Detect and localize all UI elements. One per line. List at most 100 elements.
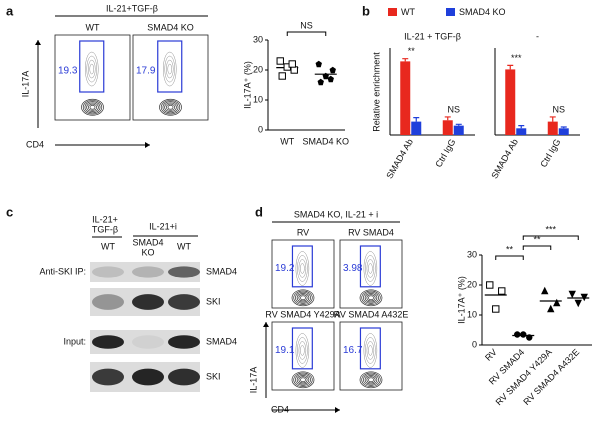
lane-header: TGF-β [92, 224, 118, 234]
arrow-head [145, 142, 150, 148]
y-axis-title: Relative enrichment [371, 52, 381, 132]
bar [453, 125, 464, 135]
gate-percent: 16.7 [343, 345, 363, 356]
arrow-head [35, 40, 41, 45]
gate [79, 40, 105, 93]
point [276, 57, 284, 65]
point [317, 78, 324, 86]
plot-frame [339, 321, 403, 391]
bar [558, 128, 569, 135]
contour [298, 376, 308, 384]
bar [400, 61, 411, 136]
band [168, 294, 200, 310]
point [315, 60, 322, 68]
contour [364, 375, 378, 385]
contour [300, 377, 306, 383]
point [486, 281, 494, 289]
annotation: NS [552, 104, 565, 114]
contour [293, 290, 313, 305]
y-tick-label: 30 [467, 249, 477, 259]
gate-percent: 19.3 [58, 65, 78, 76]
annotation: ** [408, 46, 416, 56]
plot-frame [54, 34, 131, 121]
plot-frame [339, 239, 403, 309]
x-tick-label: SMAD4 Ab [489, 137, 520, 180]
contour [298, 341, 307, 360]
point [498, 287, 506, 295]
lane-label: WT [101, 241, 115, 251]
band [168, 266, 200, 278]
error-bar [507, 64, 514, 70]
annotation: *** [511, 53, 522, 63]
plot-frame [271, 239, 335, 309]
plot-label: RV SMAD4 Y429A [265, 309, 340, 319]
contour [295, 333, 310, 368]
point [322, 72, 329, 80]
contour [82, 100, 103, 115]
panel-header: SMAD4 KO, IL-21 + i [294, 209, 378, 219]
point [290, 66, 298, 74]
y-axis-title: IL-17A [248, 367, 258, 394]
y-axis-title: IL-17A [20, 71, 30, 98]
gate [157, 40, 183, 93]
contour [365, 337, 376, 364]
gate [291, 327, 313, 370]
contour [363, 251, 378, 286]
gate-percent: 19.2 [275, 263, 295, 274]
contour [293, 372, 313, 387]
contour [298, 259, 307, 278]
band [168, 335, 200, 349]
group-title: - [536, 31, 539, 41]
x-tick-label: SMAD4 KO [302, 136, 349, 146]
plot-frame [271, 321, 335, 391]
error-bar [402, 58, 409, 62]
contour [89, 63, 94, 75]
row-label: SKI [206, 296, 221, 306]
error-bar [413, 117, 420, 122]
contour [361, 372, 381, 387]
gate-percent: 17.9 [136, 65, 156, 76]
plot-label: RV SMAD4 A432E [334, 309, 409, 319]
x-tick-label: RV [483, 347, 499, 363]
legend-swatch [446, 8, 455, 16]
legend-swatch [388, 8, 397, 16]
contour [297, 337, 308, 364]
band [132, 368, 164, 386]
contour [291, 289, 315, 307]
annotation: NS [300, 20, 313, 30]
band [132, 335, 164, 349]
contour [164, 55, 175, 83]
x-tick-label: WT [280, 136, 294, 146]
point [329, 66, 336, 74]
plot-label: SMAD4 KO [147, 22, 194, 32]
contour [364, 293, 378, 303]
y-tick-label: 30 [253, 34, 263, 44]
contour [368, 345, 373, 356]
contour [298, 294, 308, 302]
band [92, 335, 124, 349]
point [288, 60, 296, 68]
gate [291, 245, 313, 288]
contour [164, 102, 177, 112]
panel-letter: b [362, 3, 370, 18]
contour [159, 98, 182, 116]
band [132, 294, 164, 310]
point [327, 75, 334, 83]
contour [89, 104, 96, 110]
x-tick-label: Ctrl IgG [538, 137, 562, 169]
contour [368, 377, 374, 383]
point [568, 290, 576, 299]
contour [366, 259, 375, 278]
error-bar [455, 123, 462, 126]
gate-percent: 19.1 [275, 345, 295, 356]
bracket [522, 235, 579, 240]
contour [300, 295, 306, 301]
error-bar [560, 126, 567, 129]
contour [366, 341, 375, 360]
contour [366, 294, 376, 302]
contour [363, 291, 379, 304]
lane-label: KO [141, 247, 154, 257]
x-tick-label: SMAD4 Ab [384, 137, 415, 180]
contour [162, 101, 179, 114]
